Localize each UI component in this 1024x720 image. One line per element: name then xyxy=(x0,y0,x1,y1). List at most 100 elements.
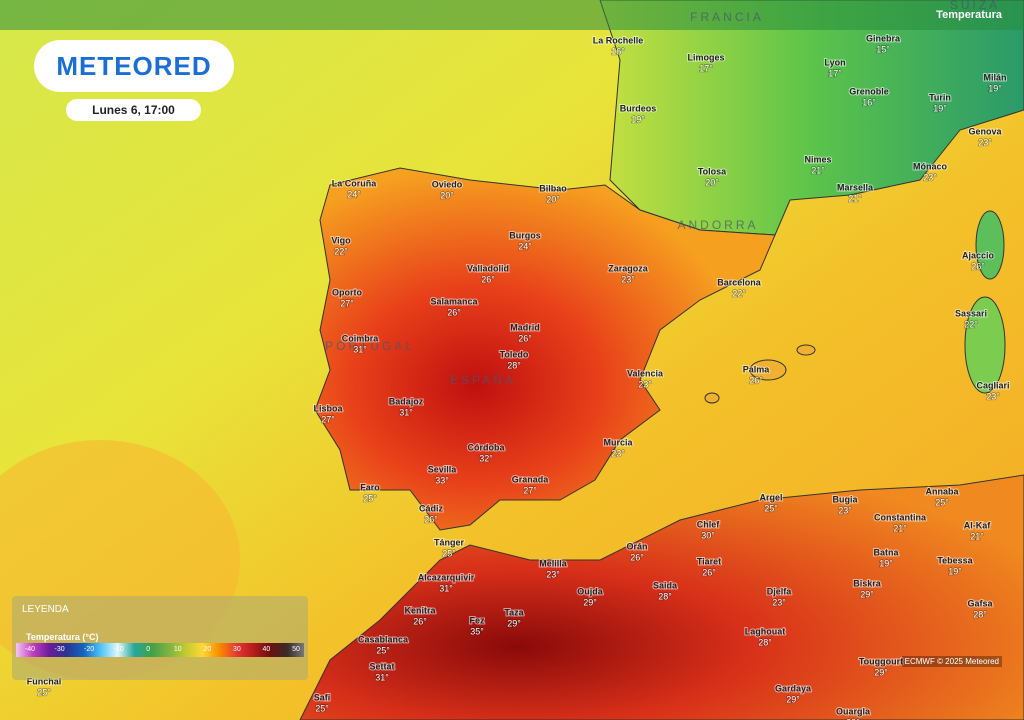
city-temp: 26° xyxy=(630,552,644,562)
city-name: Argel xyxy=(759,492,782,502)
city-temp: 19° xyxy=(988,83,1002,93)
legend: LEYENDA Temperatura (°C) -40 -30 -20 -10 0 10… xyxy=(12,596,308,680)
city-temp: 24° xyxy=(518,241,532,251)
city-temp: 19° xyxy=(879,558,893,568)
city-temp: 29° xyxy=(860,589,874,599)
city-name: Cagliari xyxy=(976,380,1009,390)
city-temp: 23° xyxy=(838,505,852,515)
city-name: Milán xyxy=(983,72,1006,82)
city-temp: 25° xyxy=(37,687,51,697)
scale-tick: 20 xyxy=(203,646,212,653)
city-temp: 16° xyxy=(862,97,876,107)
city-temp: 16° xyxy=(611,46,625,56)
credit: ECMWF © 2025 Meteored xyxy=(901,656,1002,667)
country-label: SUIZA xyxy=(950,0,1000,12)
city-name: Tánger xyxy=(434,537,465,547)
city-temp: 26° xyxy=(447,307,461,317)
scale-tick: 30 xyxy=(232,646,241,653)
city-name: Lisboa xyxy=(313,403,343,413)
city-temp: 31° xyxy=(439,583,453,593)
city-name: Lyon xyxy=(824,57,845,67)
city-temp: 29° xyxy=(786,694,800,704)
logo[interactable]: METEORED xyxy=(34,40,234,92)
city-temp: 22° xyxy=(964,319,978,329)
city-name: Salamanca xyxy=(430,296,478,306)
city-name: Gafsa xyxy=(967,598,993,608)
city-temp: 19° xyxy=(933,103,947,113)
city-name: Orán xyxy=(626,541,647,551)
city-temp: 26° xyxy=(702,567,716,577)
city-temp: 26° xyxy=(518,333,532,343)
city-name: Nimes xyxy=(804,154,831,164)
city-name: Tiaret xyxy=(697,556,721,566)
city-name: Casablanca xyxy=(358,634,409,644)
top-bar xyxy=(0,0,1024,30)
city-name: Fez xyxy=(469,615,485,625)
color-scale: -40 -30 -20 -10 0 10 20 30 40 50 xyxy=(16,643,304,657)
ibiza xyxy=(704,392,720,404)
city-temp: 23° xyxy=(638,379,652,389)
city-name: Kenitra xyxy=(404,605,436,615)
scale-tick: -20 xyxy=(84,646,95,653)
city-name: Sevilla xyxy=(428,464,458,474)
city-temp: 24° xyxy=(347,189,361,199)
city-temp: 20° xyxy=(546,194,560,204)
city-temp: 25° xyxy=(442,548,456,558)
city-temp: 27° xyxy=(321,414,335,424)
city-temp: 19° xyxy=(631,114,645,124)
scale-tick: 0 xyxy=(146,646,151,653)
country-label: PORTUGAL xyxy=(325,339,415,353)
city-name: Oviedo xyxy=(432,179,463,189)
city-name: Tolosa xyxy=(698,166,727,176)
city-name: Ginebra xyxy=(866,33,901,43)
city-name: Sassari xyxy=(955,308,987,318)
city-name: Limoges xyxy=(687,52,724,62)
menorca xyxy=(796,344,816,356)
city-name: Marsella xyxy=(837,182,874,192)
city-temp: 33° xyxy=(435,475,449,485)
city-name: Genova xyxy=(968,126,1002,136)
city-temp: 30° xyxy=(701,530,715,540)
city-name: Batna xyxy=(873,547,899,557)
country-label: ESPAÑA xyxy=(450,373,516,387)
city-name: Al-Kaf xyxy=(964,520,992,530)
city-name: Madrid xyxy=(510,322,540,332)
city-temp: 23° xyxy=(986,391,1000,401)
city-temp: 28° xyxy=(758,637,772,647)
city-name: Annaba xyxy=(925,486,959,496)
city-name: Settat xyxy=(369,661,394,671)
city-name: Oujda xyxy=(577,586,603,596)
layer-name[interactable]: Temperatura xyxy=(936,9,1002,21)
city-temp: 31° xyxy=(399,407,413,417)
city-name: Saida xyxy=(653,580,678,590)
country-label: ANDORRA xyxy=(677,218,758,232)
city-temp: 29° xyxy=(874,667,888,677)
north-africa xyxy=(299,474,1024,720)
city-temp: 27° xyxy=(340,298,354,308)
city-name: Burgos xyxy=(509,230,541,240)
city-temp: 23° xyxy=(978,137,992,147)
city-name: Ouargla xyxy=(836,706,871,716)
city-temp: 28° xyxy=(507,360,521,370)
city-name: Turin xyxy=(929,92,951,102)
city-temp: 25° xyxy=(363,493,377,503)
city-name: Chlef xyxy=(697,519,721,529)
city-temp: 20° xyxy=(705,177,719,187)
city-name: Burdeos xyxy=(620,103,657,113)
iberia xyxy=(314,167,776,531)
city-temp: 31° xyxy=(375,672,389,682)
mallorca xyxy=(749,359,787,381)
city-temp: 25° xyxy=(376,645,390,655)
city-temp: 25° xyxy=(764,503,778,513)
city-temp: 26° xyxy=(481,274,495,284)
city-name: La Coruña xyxy=(332,178,377,188)
city-name: Faro xyxy=(360,482,380,492)
city-temp: 21° xyxy=(893,523,907,533)
city-name: Grenoble xyxy=(849,86,889,96)
labels: FRANCIA SUIZA ANDORRA PORTUGAL ESPAÑA La Roch… xyxy=(26,0,1011,720)
city-name: Bugia xyxy=(832,494,858,504)
city-name: Bilbao xyxy=(539,183,567,193)
city-name: Córdoba xyxy=(468,442,506,452)
city-name: Zaragoza xyxy=(608,263,649,273)
